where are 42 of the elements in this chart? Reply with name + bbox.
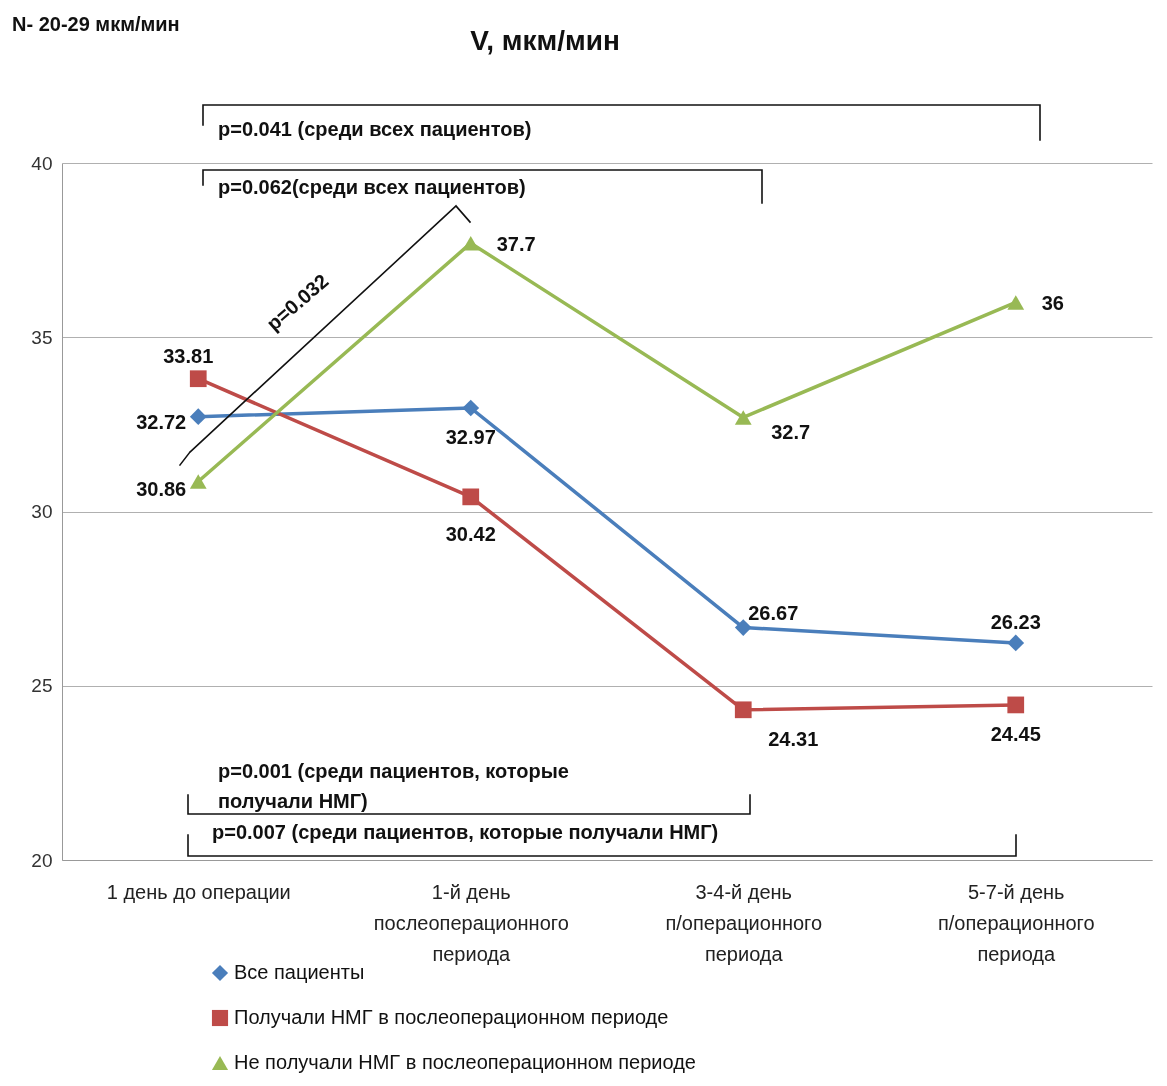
legend-label: Все пациенты bbox=[234, 961, 365, 983]
point bbox=[189, 370, 207, 388]
point bbox=[189, 408, 207, 426]
point bbox=[734, 701, 752, 719]
point bbox=[462, 488, 480, 506]
y-tick-label: 20 bbox=[31, 849, 53, 871]
x-tick-label: 5-7-й день п/операционного периода bbox=[937, 880, 1095, 965]
data-label: 36 bbox=[1041, 292, 1064, 315]
text: p=0.041 (среди всех пациентов) bbox=[218, 118, 532, 140]
point bbox=[1007, 634, 1025, 652]
chart-title: V, мкм/мин bbox=[470, 25, 620, 56]
annotation: p=0.007 (среди пациентов, которые получали НМГ) bbox=[212, 821, 719, 843]
point bbox=[462, 235, 480, 251]
y-tick-label: 30 bbox=[31, 501, 53, 522]
data-label: 24.31 bbox=[768, 727, 819, 750]
data-label: 26.23 bbox=[990, 610, 1041, 633]
point bbox=[734, 619, 752, 636]
point bbox=[189, 474, 207, 489]
data-label: 32.7 bbox=[771, 421, 811, 444]
annotation: p=0.001 (среди пациентов, которые получали НМГ) bbox=[218, 760, 569, 812]
x-tick-label: 1 день до операции bbox=[106, 880, 291, 903]
y-tick-label: 40 bbox=[31, 152, 53, 174]
data-label: 32.97 bbox=[445, 426, 496, 448]
point bbox=[734, 410, 752, 425]
legend-label: Получали НМГ в послеоперационном периоде bbox=[234, 1006, 669, 1028]
data-label: 33.81 bbox=[163, 344, 214, 367]
x-tick-label: 1-й день послеоперационного периода bbox=[373, 880, 569, 965]
y-tick-label: 25 bbox=[31, 675, 53, 697]
data-label: 30.86 bbox=[136, 477, 187, 500]
point bbox=[1007, 696, 1025, 714]
point bbox=[1007, 295, 1025, 310]
legend-label: Не получали НМГ в послеоперационном периоде bbox=[234, 1051, 696, 1073]
x-tick-label: 3-4-й день п/операционного периода bbox=[665, 880, 823, 965]
point bbox=[462, 399, 480, 417]
data-label: 24.45 bbox=[990, 722, 1041, 745]
text: N- 20-29 мкм/мин bbox=[12, 13, 180, 35]
annotation: p=0.062(среди всех пациентов) bbox=[218, 176, 526, 198]
data-label: 30.42 bbox=[445, 522, 496, 545]
data-label: 37.7 bbox=[496, 233, 536, 256]
data-label: 32.72 bbox=[136, 410, 187, 433]
data-label: 26.67 bbox=[748, 601, 799, 624]
y-tick-label: 35 bbox=[31, 326, 53, 348]
